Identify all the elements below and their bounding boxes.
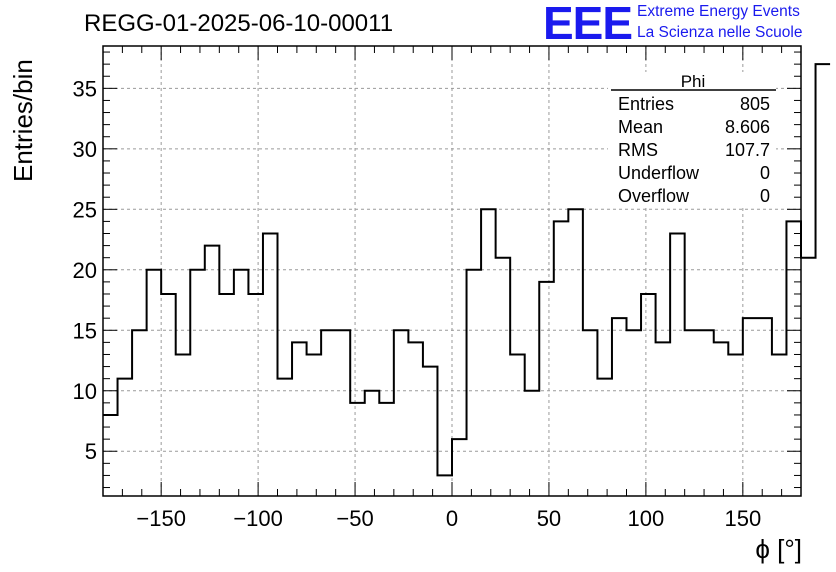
stats-row-value: 8.606 bbox=[725, 117, 770, 137]
stats-box-background bbox=[608, 72, 776, 208]
stats-row-value: 805 bbox=[740, 94, 770, 114]
stats-row-label: RMS bbox=[618, 140, 658, 160]
x-axis-label: ϕ [°] bbox=[755, 534, 802, 564]
y-tick-label: 20 bbox=[73, 258, 97, 283]
x-tick-label: −100 bbox=[233, 506, 283, 531]
stats-row-value: 0 bbox=[760, 163, 770, 183]
x-tick-label: 0 bbox=[446, 506, 458, 531]
x-tick-label: 100 bbox=[628, 506, 665, 531]
stats-box: Phi Entries 805 Mean 8.606 RMS 107.7 Underflow 0… bbox=[608, 72, 776, 208]
stats-row-label: Entries bbox=[618, 94, 674, 114]
y-tick-label: 5 bbox=[85, 439, 97, 464]
y-tick-label: 10 bbox=[73, 379, 97, 404]
stats-row-value: 107.7 bbox=[725, 140, 770, 160]
x-tick-label: −50 bbox=[336, 506, 373, 531]
y-tick-label: 30 bbox=[73, 137, 97, 162]
brand-line-2: La Scienza nelle Scuole bbox=[637, 24, 803, 41]
x-tick-label: 50 bbox=[537, 506, 561, 531]
y-tick-label: 25 bbox=[73, 197, 97, 222]
y-tick-label: 35 bbox=[73, 76, 97, 101]
eee-logo: EEE bbox=[543, 0, 633, 49]
stats-box-title: Phi bbox=[681, 72, 706, 91]
histogram-series bbox=[103, 63, 831, 477]
x-tick-label: −150 bbox=[136, 506, 186, 531]
x-tick-label: 150 bbox=[724, 506, 761, 531]
stats-row-label: Underflow bbox=[618, 163, 700, 183]
plot-title: REGG-01-2025-06-10-00011 bbox=[84, 10, 394, 37]
stats-row-label: Mean bbox=[618, 117, 663, 137]
y-tick-label: 15 bbox=[73, 318, 97, 343]
brand-line-1: Extreme Energy Events bbox=[637, 3, 800, 20]
plot-frame bbox=[102, 45, 802, 497]
stats-row-value: 0 bbox=[760, 186, 770, 206]
stats-row-label: Overflow bbox=[618, 186, 690, 206]
